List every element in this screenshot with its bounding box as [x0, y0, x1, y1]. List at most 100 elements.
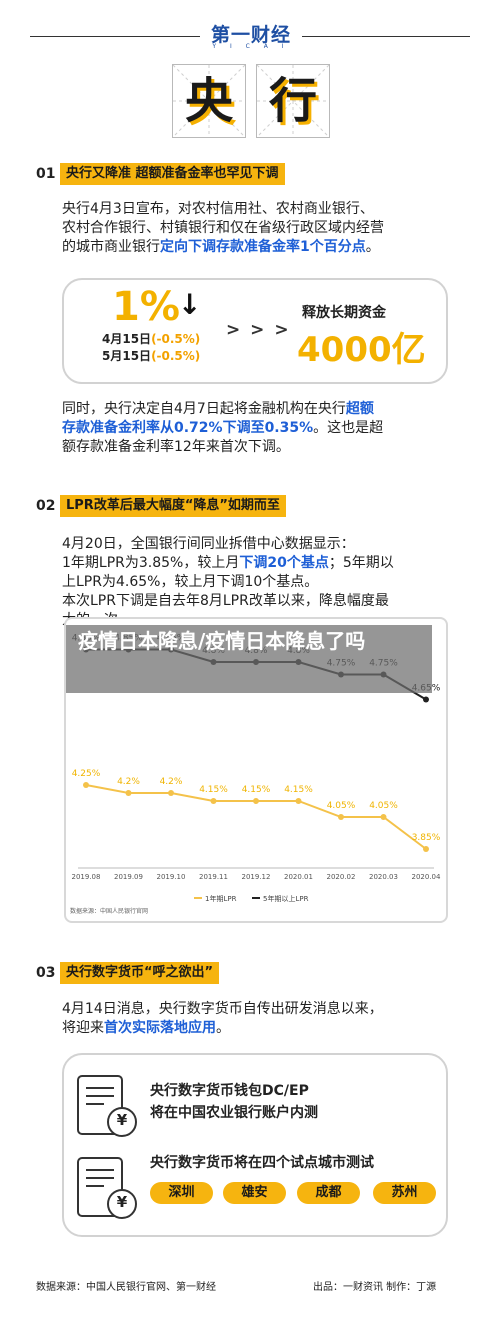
data-point — [423, 696, 429, 703]
brand-logo: 第一财经 — [210, 24, 291, 46]
section-2-number: 02 — [36, 498, 56, 514]
highlight-text: 超额 — [345, 401, 374, 417]
text-line: 的城市商业银行定向下调存款准备金率1个百分点。 — [62, 238, 452, 257]
data-label: 4.25% — [72, 769, 101, 779]
rrr-cut-card — [62, 278, 448, 384]
header-rule-right — [302, 36, 470, 37]
title-char-1: 央 — [184, 73, 233, 129]
schedule-value: (-0.5%) — [151, 332, 201, 346]
header-rule-left — [30, 36, 200, 37]
highlight-text: 存款准备金利率从0.72%下调至0.35% — [62, 420, 314, 436]
schedule-date: 5月15日 — [102, 349, 152, 363]
x-tick-label: 2019.11 — [199, 873, 228, 881]
brand-logo-sub: Y I C A I — [212, 43, 290, 50]
legend-label: 5年期以上LPR — [263, 894, 309, 903]
data-point — [125, 790, 132, 796]
legend-label: 1年期LPR — [205, 894, 237, 903]
text-line: 本次LPR下调是自去年8月LPR改革以来，降息幅度最 — [62, 593, 389, 609]
section-3-paragraph: 4月14日消息，央行数字货币自传出研发消息以来， 将迎来首次实际落地应用。 — [62, 1000, 452, 1038]
x-tick-label: 2019.10 — [157, 873, 186, 881]
data-label: 4.2% — [160, 777, 183, 787]
tile-grid-icon — [173, 65, 245, 137]
text-plain: ；5年期以 — [328, 555, 394, 571]
text-plain: 。 — [365, 239, 380, 255]
dcep-item-2: 央行数字货币将在四个试点城市测试 — [150, 1155, 374, 1171]
text-plain: 的城市商业银行 — [62, 239, 160, 255]
data-point — [210, 798, 217, 804]
data-label: 4.05% — [327, 801, 356, 811]
footer-source: 数据来源：中国人民银行官网、第一财经 — [36, 1282, 216, 1293]
title-tile-2: 行 — [256, 64, 330, 138]
text-line: 将迎来首次实际落地应用。 — [62, 1019, 452, 1038]
release-amount: 4000亿 — [297, 330, 426, 370]
overlay-banner — [66, 625, 432, 693]
down-arrow-icon: ↓ — [178, 288, 202, 321]
text-plain: 将迎来 — [62, 1020, 104, 1036]
x-tick-label: 2020.04 — [412, 873, 441, 881]
text-line: 1年期LPR为3.85%，较上月下调20个基点；5年期以 — [62, 554, 452, 573]
x-tick-label: 2019.12 — [242, 873, 271, 881]
yen-icon: ¥ — [116, 1193, 128, 1211]
data-point — [380, 814, 387, 820]
schedule-row: 5月15日(-0.5%) — [102, 348, 200, 365]
rrr-cut-schedule: 4月15日(-0.5%) 5月15日(-0.5%) — [102, 331, 200, 365]
section-1-title: 央行又降准 超额准备金率也罕见下调 — [60, 163, 285, 185]
x-tick-label: 2019.09 — [114, 873, 143, 881]
title-char-2: 行 — [268, 73, 317, 129]
release-label: 释放长期资金 — [302, 305, 386, 321]
data-point — [338, 814, 344, 820]
section-1-paragraph-2: 同时，央行决定自4月7日起将金融机构在央行超额 存款准备金利率从0.72%下调至… — [62, 400, 452, 457]
text-line: 额存款准备金利率12年来首次下调。 — [62, 439, 290, 455]
text-plain: 1年期LPR为3.85%，较上月 — [62, 555, 240, 571]
text-line: 农村合作银行、村镇银行和仅在省级行政区域内经营 — [62, 220, 384, 236]
dcep-item-1-line-1: 央行数字货币钱包DC/EP — [150, 1083, 309, 1099]
data-label: 4.05% — [369, 801, 398, 811]
text-plain: 。这也是超 — [313, 420, 384, 436]
tile-grid-icon — [257, 65, 329, 137]
data-label: 4.15% — [242, 785, 271, 795]
data-label: 3.85% — [412, 833, 441, 843]
text-line: 央行4月3日宣布，对农村信用社、农村商业银行、 — [62, 201, 374, 217]
arrow-chevrons: > > > — [226, 320, 291, 340]
text-line: 同时，央行决定自4月7日起将金融机构在央行超额 — [62, 400, 452, 419]
section-1-number: 01 — [36, 166, 56, 182]
text-line: 4月20日，全国银行间同业拆借中心数据显示： — [62, 536, 355, 552]
dcep-card — [62, 1053, 448, 1237]
text-plain: 。 — [216, 1020, 230, 1036]
city-badge-suzhou: 苏州 — [373, 1182, 436, 1204]
city-badge-chengdu: 成都 — [297, 1182, 360, 1204]
section-3-title: 央行数字货币“呼之欲出” — [60, 962, 220, 984]
overlay-title: 疫情日本降息/疫情日本降息了吗 — [78, 629, 366, 653]
title-tile-1: 央 — [172, 64, 246, 138]
data-label: 4.15% — [284, 785, 313, 795]
data-label: 4.15% — [199, 785, 228, 795]
wallet-document-icon — [77, 1075, 137, 1137]
text-line: 4月14日消息，央行数字货币自传出研发消息以来， — [62, 1001, 383, 1017]
schedule-value: (-0.5%) — [151, 349, 201, 363]
data-point — [253, 798, 259, 804]
schedule-date: 4月15日 — [102, 332, 152, 346]
section-3-number: 03 — [36, 965, 56, 981]
chart-source: 数据来源：中国人民银行官网 — [70, 907, 148, 915]
footer-credit: 出品：一财资讯 制作：丁源 — [313, 1282, 437, 1293]
x-tick-label: 2019.08 — [72, 873, 101, 881]
x-tick-label: 2020.02 — [327, 873, 356, 881]
section-2-paragraph: 4月20日，全国银行间同业拆借中心数据显示： 1年期LPR为3.85%，较上月下… — [62, 535, 452, 630]
text-line: 上LPR为4.65%，较上月下调10个基点。 — [62, 574, 319, 590]
x-tick-label: 2020.01 — [284, 873, 313, 881]
data-point — [423, 846, 429, 852]
x-tick-label: 2020.03 — [369, 873, 398, 881]
city-badge-shenzhen: 深圳 — [150, 1182, 213, 1204]
highlight-text: 首次实际落地应用 — [104, 1020, 216, 1036]
text-line: 存款准备金利率从0.72%下调至0.35%。这也是超 — [62, 419, 452, 438]
highlight-text: 定向下调存款准备金率1个百分点 — [160, 239, 366, 255]
city-badge-xiongan: 雄安 — [223, 1182, 286, 1204]
text-plain: 同时，央行决定自4月7日起将金融机构在央行 — [62, 401, 346, 417]
data-point — [295, 798, 302, 804]
city-document-icon — [77, 1157, 137, 1219]
highlight-text: 下调20个基点 — [239, 555, 329, 571]
yen-icon: ¥ — [116, 1111, 128, 1129]
data-point — [168, 790, 174, 796]
data-label: 4.2% — [117, 777, 140, 787]
schedule-row: 4月15日(-0.5%) — [102, 331, 200, 348]
